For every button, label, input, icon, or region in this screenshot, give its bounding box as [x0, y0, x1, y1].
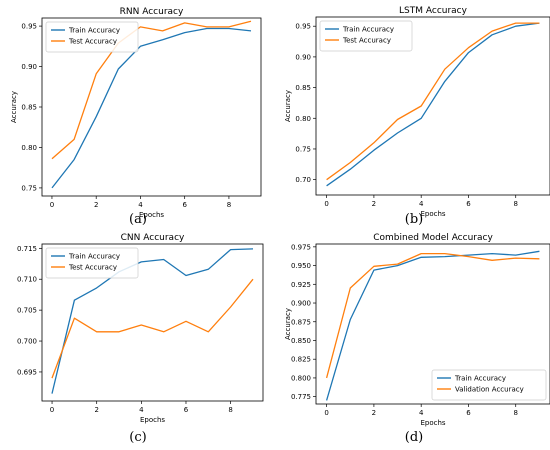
- y-tick-label: 0.70: [295, 176, 311, 184]
- legend: Train Accuracy Test Accuracy: [45, 247, 139, 279]
- chart-title: Combined Model Accuracy: [373, 233, 493, 243]
- x-tick-label: 0: [324, 409, 328, 417]
- legend: Train Accuracy Test Accuracy: [319, 20, 413, 52]
- y-tick-label: 0.950: [291, 262, 311, 270]
- caption-b: (b): [404, 212, 424, 227]
- legend: Train Accuracy Validation Accuracy: [431, 369, 547, 401]
- y-tick-label: 0.900: [291, 300, 311, 308]
- caption-c: (c): [129, 430, 147, 445]
- plot-frame: [41, 243, 264, 402]
- y-tick-label: 0.800: [291, 374, 311, 382]
- legend-label: Train Accuracy: [454, 375, 506, 383]
- series-line-train-accuracy: [51, 27, 252, 189]
- x-tick-label: 2: [372, 409, 376, 417]
- x-tick-label: 8: [513, 409, 517, 417]
- y-tick-label: 0.75: [21, 184, 37, 192]
- y-tick-label: 0.85: [295, 84, 311, 92]
- x-axis-label: Epochs: [140, 416, 165, 424]
- y-tick-label: 0.775: [291, 393, 311, 401]
- x-tick-label: 4: [139, 406, 144, 414]
- y-tick-label: 0.80: [21, 144, 37, 152]
- y-tick-label: 0.75: [295, 145, 311, 153]
- legend-box: [319, 20, 413, 52]
- legend-label: Validation Accuracy: [455, 386, 524, 394]
- series-line-validation-accuracy: [325, 252, 540, 379]
- x-tick-label: 2: [372, 200, 376, 208]
- x-tick-label: 2: [94, 201, 98, 209]
- x-tick-label: 6: [466, 409, 471, 417]
- x-tick-label: 8: [513, 200, 517, 208]
- x-tick-label: 6: [466, 200, 471, 208]
- chart-title: CNN Accuracy: [121, 233, 185, 243]
- caption-d: (d): [404, 430, 424, 445]
- series-line-test-accuracy: [326, 22, 540, 181]
- x-tick-label: 8: [227, 201, 231, 209]
- legend-box: [431, 369, 547, 401]
- legend-label: Test Accuracy: [68, 38, 117, 46]
- x-tick-label: 0: [50, 201, 54, 209]
- x-tick-label: 6: [182, 201, 187, 209]
- legend-box: [45, 21, 139, 53]
- series-line-train-accuracy: [51, 248, 254, 394]
- y-tick-label: 0.710: [17, 276, 37, 284]
- y-tick-label: 0.715: [17, 245, 37, 253]
- x-tick-label: 2: [94, 406, 98, 414]
- chart-cnn: CNN Accuracy 0 2 4 6 8 0.695 0.700 0.705 0.710 0.7…: [17, 233, 264, 424]
- series-line-test-accuracy: [51, 20, 252, 160]
- x-tick-label: 4: [419, 200, 424, 208]
- y-tick-label: 0.850: [291, 337, 311, 345]
- x-tick-label: 8: [228, 406, 232, 414]
- x-axis-label: Epochs: [420, 419, 445, 427]
- y-tick-label: 0.825: [291, 356, 311, 364]
- x-tick-label: 4: [138, 201, 143, 209]
- y-tick-label: 0.705: [17, 307, 37, 315]
- legend-label: Test Accuracy: [342, 37, 391, 45]
- plot-frame: [315, 243, 550, 405]
- legend-label: Train Accuracy: [342, 26, 394, 34]
- y-axis-label: Accuracy: [284, 308, 292, 340]
- y-tick-label: 0.700: [17, 338, 37, 346]
- series-line-train-accuracy: [326, 22, 540, 187]
- x-tick-label: 4: [419, 409, 424, 417]
- x-axis-label: Epochs: [139, 211, 164, 219]
- legend: Train Accuracy Test Accuracy: [45, 21, 139, 53]
- chart-combined: Combined Model Accuracy 0 2 4 6 8 0.775 0.800 0.…: [284, 233, 550, 427]
- caption-a: (a): [129, 212, 147, 227]
- y-tick-label: 0.95: [295, 23, 311, 31]
- y-axis-label: Accuracy: [10, 91, 18, 123]
- x-tick-label: 0: [324, 200, 328, 208]
- legend-label: Train Accuracy: [68, 253, 120, 261]
- x-tick-label: 0: [50, 406, 54, 414]
- y-tick-label: 0.95: [21, 23, 37, 31]
- series-line-test-accuracy: [51, 278, 254, 379]
- x-axis-label: Epochs: [420, 210, 445, 218]
- legend-label: Train Accuracy: [68, 27, 120, 35]
- legend-box: [45, 247, 139, 279]
- x-tick-label: 6: [184, 406, 189, 414]
- plot-frame: [315, 16, 550, 196]
- y-axis-label: Accuracy: [284, 90, 292, 122]
- series-line-train-accuracy: [325, 250, 540, 401]
- y-tick-label: 0.90: [21, 63, 37, 71]
- chart-title: RNN Accuracy: [120, 7, 184, 17]
- y-tick-label: 0.925: [291, 281, 311, 289]
- chart-title: LSTM Accuracy: [399, 6, 468, 16]
- y-tick-label: 0.80: [295, 115, 311, 123]
- y-tick-label: 0.875: [291, 318, 311, 326]
- y-tick-label: 0.90: [295, 53, 311, 61]
- y-tick-label: 0.695: [17, 368, 37, 376]
- y-tick-label: 0.85: [21, 104, 37, 112]
- chart-rnn: RNN Accuracy 0 2 4 6 8 0.75 0.80 0.85 0.90 0.95 Epo…: [10, 7, 262, 219]
- y-tick-label: 0.975: [291, 243, 311, 251]
- chart-lstm: LSTM Accuracy 0 2 4 6 8 0.70 0.75 0.80 0.85 0.90 0.…: [284, 6, 550, 218]
- plot-frame: [41, 17, 262, 197]
- legend-label: Test Accuracy: [68, 264, 117, 272]
